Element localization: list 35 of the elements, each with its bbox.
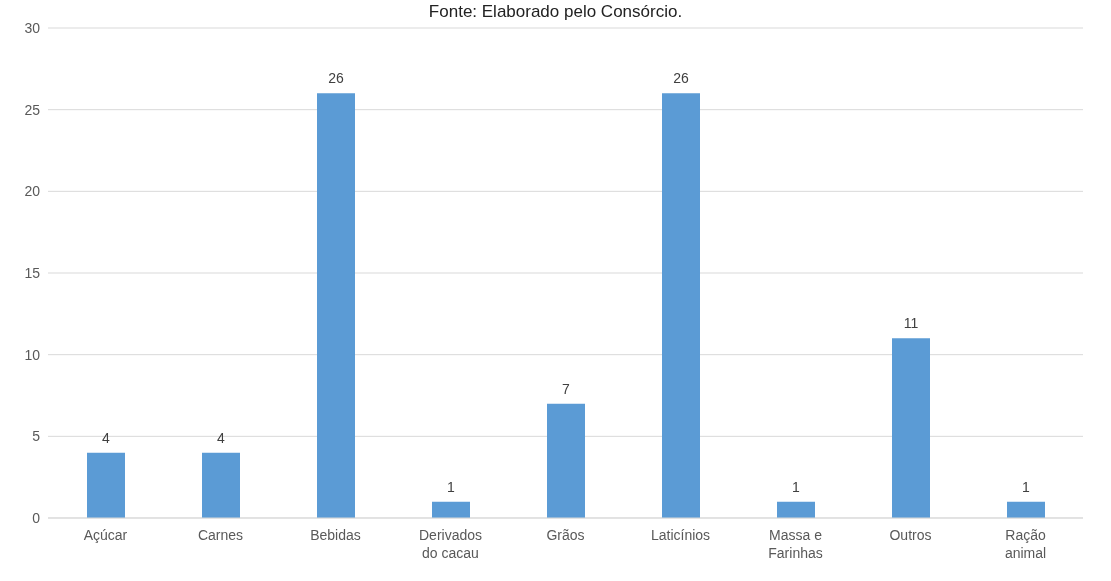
- x-tick-label: Laticínios: [650, 527, 711, 543]
- x-tick-label: Outros: [889, 527, 932, 543]
- bar: [777, 501, 815, 518]
- y-tick-label: 0: [32, 509, 41, 526]
- x-tick-label: Massa e Farinhas: [768, 527, 823, 561]
- bar: [547, 403, 585, 518]
- data-label: 4: [217, 429, 226, 446]
- data-label: 11: [903, 315, 919, 332]
- bar: [432, 501, 470, 518]
- y-tick-label: 15: [24, 264, 41, 281]
- y-tick-label: 25: [24, 101, 41, 118]
- data-label: 1: [1022, 478, 1031, 495]
- x-tick-label: Grãos: [546, 527, 585, 543]
- bar: [87, 452, 125, 518]
- bar: [317, 93, 355, 518]
- bar: [892, 338, 930, 518]
- data-label: 26: [673, 70, 689, 87]
- data-label: 7: [562, 380, 571, 397]
- data-label: 26: [328, 70, 344, 87]
- data-label: 4: [102, 429, 111, 446]
- source-note: Fonte: Elaborado pelo Consórcio.: [428, 2, 683, 21]
- x-tick-label: Carnes: [197, 527, 244, 543]
- bar: [1007, 501, 1045, 518]
- data-label: 1: [447, 478, 456, 495]
- y-tick-label: 20: [24, 183, 41, 200]
- y-tick-label: 30: [24, 19, 41, 36]
- x-tick-label: Derivados do cacau: [418, 527, 483, 561]
- x-tick-label: Ração animal: [1004, 527, 1047, 561]
- y-tick-label: 5: [32, 428, 41, 445]
- x-tick-label: Bebidas: [310, 527, 361, 543]
- data-label: 1: [792, 478, 801, 495]
- bar: [202, 452, 240, 518]
- y-tick-label: 10: [24, 346, 41, 363]
- x-tick-label: Açúcar: [83, 527, 128, 543]
- bar: [662, 93, 700, 518]
